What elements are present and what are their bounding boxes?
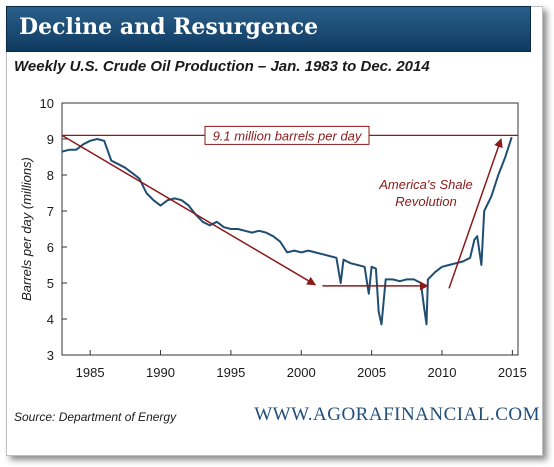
reference-label-box xyxy=(204,125,370,145)
x-tick-label: 2000 xyxy=(287,365,316,380)
x-tick-label: 1985 xyxy=(76,365,105,380)
y-tick-label: 8 xyxy=(47,168,54,183)
y-tick-label: 5 xyxy=(47,276,54,291)
y-tick-label: 10 xyxy=(40,96,54,111)
plot-frame xyxy=(61,102,519,356)
chart-title: Decline and Resurgence xyxy=(19,14,319,40)
source-note: Source: Department of Energy xyxy=(14,410,177,424)
website-text: WWW.AGORAFINANCIAL.COM xyxy=(254,404,540,425)
y-tick-label: 9 xyxy=(47,132,54,147)
shale-label-line2: Revolution xyxy=(395,194,456,209)
chart-card xyxy=(6,6,543,456)
series-line xyxy=(61,136,513,326)
chart-subtitle: Weekly U.S. Crude Oil Production – Jan. … xyxy=(14,58,430,75)
y-tick-label: 4 xyxy=(47,312,54,327)
axes: 3 4 5 6 7 8 9 10 1985 1990 1995 2000 2005 2010 2015 Bar… xyxy=(19,96,527,380)
x-tick-label: 2010 xyxy=(428,365,457,380)
y-tick-label: 7 xyxy=(47,204,54,219)
y-axis-label: Barrels per day (millions) xyxy=(19,157,34,301)
x-tick-label: 2005 xyxy=(357,365,386,380)
resurgence-arrow xyxy=(448,138,503,289)
decline-arrow xyxy=(61,134,317,286)
y-tick-label: 3 xyxy=(47,348,54,363)
x-tick-label: 1990 xyxy=(146,365,175,380)
y-tick-label: 6 xyxy=(47,240,54,255)
series-layer xyxy=(61,136,513,326)
x-tick-label: 1995 xyxy=(216,365,245,380)
reference-label: 9.1 million barrels per day xyxy=(213,128,363,143)
x-tick-label: 2015 xyxy=(498,365,527,380)
header-banner: Decline and Resurgence xyxy=(6,6,531,52)
annotations-layer: 9.1 million barrels per day America's Sha… xyxy=(61,125,518,291)
shale-label-line1: America's Shale xyxy=(378,177,473,192)
